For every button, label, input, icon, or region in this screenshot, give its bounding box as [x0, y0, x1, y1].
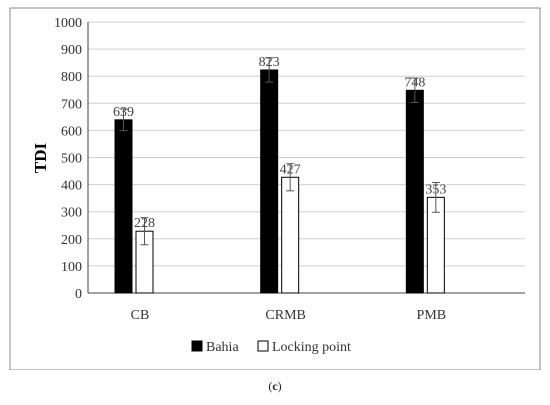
- y-tick-label: 500: [61, 152, 82, 167]
- y-tick-label: 600: [61, 124, 82, 139]
- x-tick-labels: CB CRMB PMB: [131, 308, 446, 323]
- bar: [405, 89, 424, 294]
- error-bars: [119, 57, 440, 246]
- y-tick-label: 200: [61, 233, 82, 248]
- legend-label-bahia: Bahia: [206, 340, 239, 355]
- gridlines: [88, 21, 525, 267]
- legend: Bahia Locking point: [191, 340, 351, 355]
- y-tick-label: 800: [61, 70, 82, 85]
- y-tick-label: 300: [61, 206, 82, 221]
- y-axis-label: TDI: [31, 143, 50, 174]
- y-tick-label: 900: [61, 43, 82, 58]
- legend-swatch-bahia: [191, 340, 203, 352]
- data-label: 427: [280, 162, 301, 177]
- data-labels: 639 228 823 427 748 353: [113, 55, 446, 231]
- legend-label-locking-point: Locking point: [272, 340, 351, 355]
- bars: [114, 69, 445, 294]
- bar: [260, 69, 279, 294]
- y-tick-labels: 0 100 200 300 400 500 600 700 800 900 1000: [54, 16, 82, 302]
- legend-swatch-locking-point: [257, 340, 269, 352]
- y-tick-label: 400: [61, 179, 82, 194]
- y-tick-label: 1000: [54, 16, 82, 31]
- data-label: 228: [134, 216, 155, 231]
- bar: [281, 176, 300, 294]
- figure-caption: (c): [268, 379, 282, 393]
- x-tick-label: PMB: [417, 308, 447, 323]
- data-label: 639: [113, 105, 134, 120]
- y-tick-label: 100: [61, 260, 82, 275]
- y-tick-label: 700: [61, 97, 82, 112]
- chart: 0 100 200 300 400 500 600 700 800 900 1000 639 228 8…: [9, 7, 541, 370]
- x-tick-label: CRMB: [265, 308, 305, 323]
- data-label: 748: [404, 75, 425, 90]
- data-label: 353: [425, 182, 446, 197]
- y-tick-label: 0: [75, 287, 82, 302]
- x-tick-label: CB: [131, 308, 150, 323]
- bar: [114, 119, 133, 294]
- data-label: 823: [259, 55, 280, 70]
- caption-letter: c: [272, 379, 278, 393]
